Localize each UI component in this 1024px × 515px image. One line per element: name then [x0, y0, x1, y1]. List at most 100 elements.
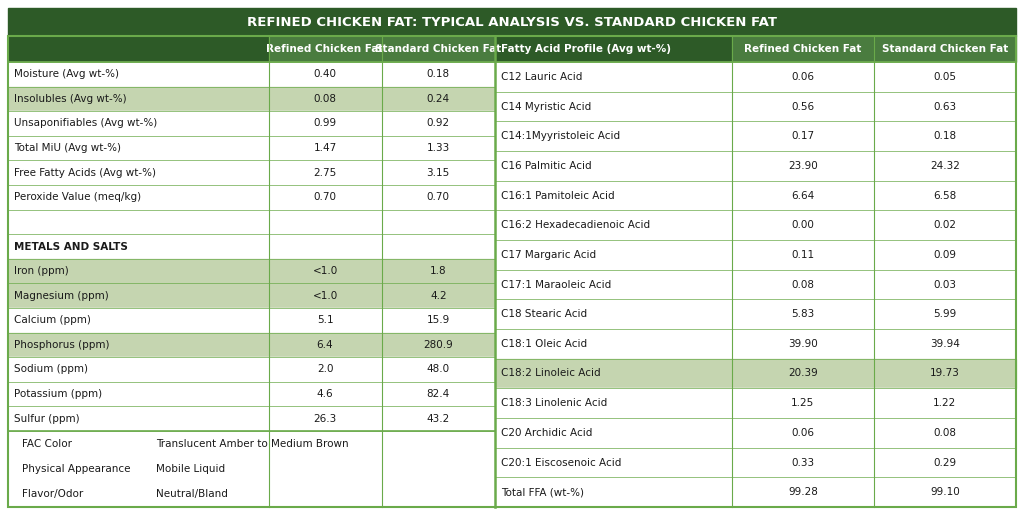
Text: 0.06: 0.06: [792, 428, 814, 438]
Text: C17:1 Maraoleic Acid: C17:1 Maraoleic Acid: [501, 280, 611, 289]
Bar: [495, 270, 1016, 299]
Text: C18:2 Linoleic Acid: C18:2 Linoleic Acid: [501, 369, 601, 379]
Text: 43.2: 43.2: [427, 414, 450, 424]
Text: C20:1 Eiscosenoic Acid: C20:1 Eiscosenoic Acid: [501, 457, 622, 468]
Bar: [8, 8, 1016, 36]
Bar: [495, 418, 1016, 448]
Text: 39.90: 39.90: [788, 339, 818, 349]
Bar: [495, 36, 732, 62]
Bar: [495, 210, 1016, 240]
Text: 48.0: 48.0: [427, 365, 450, 374]
Text: METALS AND SALTS: METALS AND SALTS: [14, 242, 128, 251]
Text: 24.32: 24.32: [930, 161, 959, 171]
Text: Refined Chicken Fat: Refined Chicken Fat: [266, 44, 384, 54]
Text: 0.17: 0.17: [792, 131, 814, 141]
Text: 0.11: 0.11: [792, 250, 814, 260]
Bar: [8, 111, 495, 136]
Text: C16 Palmitic Acid: C16 Palmitic Acid: [501, 161, 592, 171]
Text: Free Fatty Acids (Avg wt-%): Free Fatty Acids (Avg wt-%): [14, 168, 156, 178]
Text: 0.92: 0.92: [427, 118, 450, 129]
Text: 0.63: 0.63: [933, 101, 956, 112]
Bar: [732, 36, 1016, 62]
Text: Standard Chicken Fat: Standard Chicken Fat: [375, 44, 502, 54]
Bar: [8, 62, 495, 87]
Bar: [8, 234, 495, 259]
Text: <1.0: <1.0: [312, 266, 338, 276]
Text: C18 Stearic Acid: C18 Stearic Acid: [501, 309, 587, 319]
Text: 15.9: 15.9: [427, 315, 450, 325]
Text: 0.05: 0.05: [934, 72, 956, 82]
Bar: [8, 259, 495, 283]
Text: Moisture (Avg wt-%): Moisture (Avg wt-%): [14, 70, 119, 79]
Text: C16:2 Hexadecadienoic Acid: C16:2 Hexadecadienoic Acid: [501, 220, 650, 230]
Text: Refined Chicken Fat: Refined Chicken Fat: [744, 44, 861, 54]
Bar: [8, 36, 268, 62]
Text: 1.25: 1.25: [792, 398, 814, 408]
Text: 0.24: 0.24: [427, 94, 450, 104]
Text: Potassium (ppm): Potassium (ppm): [14, 389, 102, 399]
Text: Peroxide Value (meq/kg): Peroxide Value (meq/kg): [14, 192, 141, 202]
Bar: [8, 357, 495, 382]
Text: 2.0: 2.0: [316, 365, 333, 374]
Text: 82.4: 82.4: [427, 389, 450, 399]
Text: 0.08: 0.08: [792, 280, 814, 289]
Text: Unsaponifiables (Avg wt-%): Unsaponifiables (Avg wt-%): [14, 118, 158, 129]
Text: 4.2: 4.2: [430, 290, 446, 301]
Text: 23.90: 23.90: [788, 161, 818, 171]
Bar: [8, 283, 495, 308]
Text: 1.22: 1.22: [933, 398, 956, 408]
Text: 0.70: 0.70: [427, 192, 450, 202]
Text: 3.15: 3.15: [427, 168, 450, 178]
Bar: [495, 358, 1016, 388]
Bar: [8, 87, 495, 111]
Text: C18:3 Linolenic Acid: C18:3 Linolenic Acid: [501, 398, 607, 408]
Text: C17 Margaric Acid: C17 Margaric Acid: [501, 250, 596, 260]
Bar: [8, 406, 495, 431]
Bar: [495, 448, 1016, 477]
Text: C14:1Myyristoleic Acid: C14:1Myyristoleic Acid: [501, 131, 621, 141]
Text: Phosphorus (ppm): Phosphorus (ppm): [14, 340, 110, 350]
Text: 0.99: 0.99: [313, 118, 337, 129]
Bar: [8, 431, 495, 507]
Text: 20.39: 20.39: [788, 369, 818, 379]
Text: Magnesium (ppm): Magnesium (ppm): [14, 290, 109, 301]
Bar: [8, 210, 495, 234]
Text: 99.28: 99.28: [788, 487, 818, 497]
Text: Total MiU (Avg wt-%): Total MiU (Avg wt-%): [14, 143, 121, 153]
Text: 5.99: 5.99: [933, 309, 956, 319]
Text: 0.33: 0.33: [792, 457, 814, 468]
Text: 19.73: 19.73: [930, 369, 959, 379]
Bar: [8, 333, 495, 357]
Text: Mobile Liquid: Mobile Liquid: [156, 464, 225, 474]
Text: 5.1: 5.1: [316, 315, 334, 325]
Text: 4.6: 4.6: [316, 389, 334, 399]
Text: 39.94: 39.94: [930, 339, 959, 349]
Bar: [495, 122, 1016, 151]
Bar: [8, 185, 495, 210]
Text: 0.08: 0.08: [934, 428, 956, 438]
Text: 6.4: 6.4: [316, 340, 334, 350]
Text: 26.3: 26.3: [313, 414, 337, 424]
Text: Fatty Acid Profile (Avg wt-%): Fatty Acid Profile (Avg wt-%): [501, 44, 671, 54]
Text: 0.18: 0.18: [427, 70, 450, 79]
Text: REFINED CHICKEN FAT: TYPICAL ANALYSIS VS. STANDARD CHICKEN FAT: REFINED CHICKEN FAT: TYPICAL ANALYSIS VS…: [247, 15, 777, 28]
Bar: [495, 62, 1016, 92]
Text: 0.00: 0.00: [792, 220, 814, 230]
Text: 0.09: 0.09: [934, 250, 956, 260]
Text: Sulfur (ppm): Sulfur (ppm): [14, 414, 80, 424]
Text: FAC Color: FAC Color: [22, 439, 72, 449]
Text: Calcium (ppm): Calcium (ppm): [14, 315, 91, 325]
Text: <1.0: <1.0: [312, 290, 338, 301]
Bar: [8, 382, 495, 406]
Text: Neutral/Bland: Neutral/Bland: [156, 489, 228, 500]
Bar: [8, 136, 495, 160]
Text: Translucent Amber to Medium Brown: Translucent Amber to Medium Brown: [156, 439, 348, 449]
Text: 1.47: 1.47: [313, 143, 337, 153]
Bar: [495, 299, 1016, 329]
Text: 0.02: 0.02: [934, 220, 956, 230]
Text: 2.75: 2.75: [313, 168, 337, 178]
Text: 5.83: 5.83: [792, 309, 814, 319]
Bar: [8, 160, 495, 185]
Text: 6.58: 6.58: [933, 191, 956, 200]
Text: Insolubles (Avg wt-%): Insolubles (Avg wt-%): [14, 94, 127, 104]
